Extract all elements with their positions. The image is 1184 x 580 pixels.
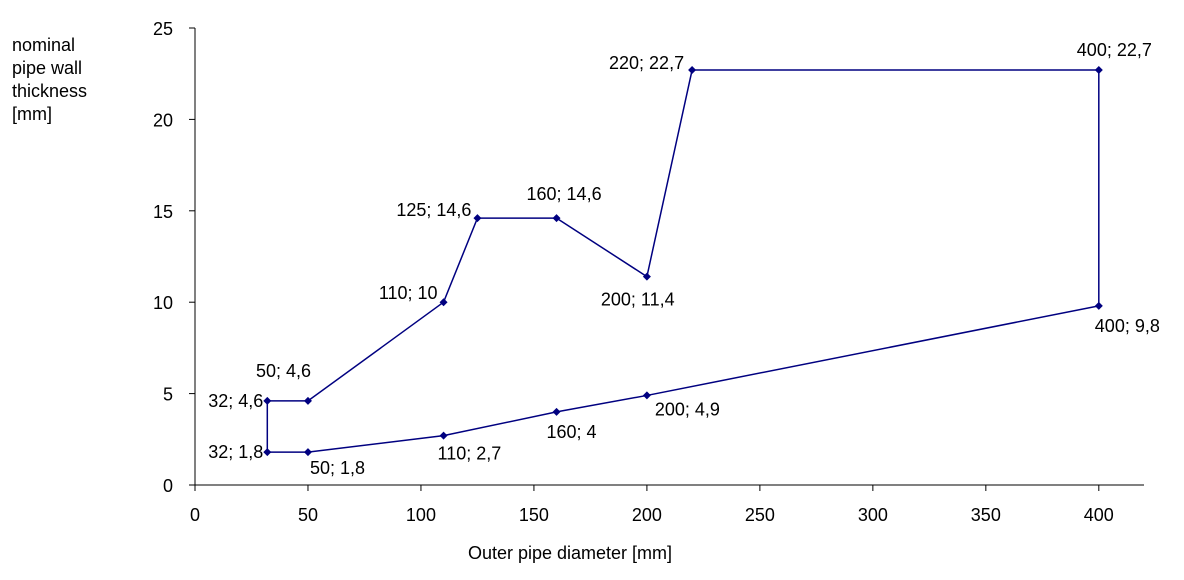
data-point-marker	[1094, 66, 1103, 75]
series-line	[266, 69, 1100, 453]
y-tick-label: 25	[153, 19, 173, 39]
y-tick-label: 20	[153, 110, 173, 130]
data-label: 160; 4	[547, 422, 597, 442]
data-point-marker	[303, 448, 312, 457]
data-label: 125; 14,6	[396, 200, 471, 220]
x-tick-label: 50	[298, 505, 318, 525]
y-tick-label: 5	[163, 385, 173, 405]
x-tick-label: 150	[519, 505, 549, 525]
data-point-marker	[439, 431, 448, 440]
data-point-marker	[688, 66, 697, 75]
data-label: 32; 4,6	[208, 391, 263, 411]
data-label: 50; 1,8	[310, 458, 365, 478]
data-point-marker	[439, 298, 448, 307]
data-label: 110; 2,7	[438, 444, 502, 464]
y-axis-label-line: thickness	[12, 81, 88, 101]
data-label: 200; 4,9	[655, 399, 720, 419]
x-tick-label: 100	[406, 505, 436, 525]
data-label: 32; 1,8	[208, 442, 263, 462]
data-point-marker	[552, 214, 561, 223]
data-label: 50; 4,6	[256, 361, 311, 381]
x-tick-label: 250	[745, 505, 775, 525]
y-axis-label-line: nominal	[12, 35, 76, 55]
data-label: 160; 14,6	[527, 184, 602, 204]
data-label: 400; 9,8	[1095, 316, 1160, 336]
y-tick-label: 0	[163, 476, 173, 496]
data-point-marker	[642, 391, 651, 400]
data-point-marker	[552, 407, 561, 416]
x-tick-label: 400	[1084, 505, 1114, 525]
y-tick-label: 10	[153, 293, 173, 313]
x-axis-label: Outer pipe diameter [mm]	[467, 543, 673, 563]
y-axis-label-line: [mm]	[12, 104, 52, 124]
y-axis-label-line: pipe wall	[12, 58, 83, 78]
data-point-marker	[642, 272, 651, 281]
x-tick-label: 350	[971, 505, 1001, 525]
x-tick-label: 0	[190, 505, 200, 525]
data-point-marker	[473, 214, 482, 223]
x-tick-label: 300	[858, 505, 888, 525]
y-tick-label: 15	[153, 202, 173, 222]
data-label: 220; 22,7	[609, 53, 684, 73]
data-point-marker	[263, 448, 272, 457]
y-axis-label: nominal pipe wall thickness [mm]	[12, 34, 87, 126]
data-point-marker	[1094, 301, 1103, 310]
data-label: 200; 11,4	[601, 290, 675, 310]
data-label: 110; 10	[379, 283, 438, 303]
x-tick-label: 200	[632, 505, 662, 525]
data-point-marker	[303, 396, 312, 405]
data-label: 400; 22,7	[1077, 40, 1152, 60]
data-point-marker	[263, 396, 272, 405]
